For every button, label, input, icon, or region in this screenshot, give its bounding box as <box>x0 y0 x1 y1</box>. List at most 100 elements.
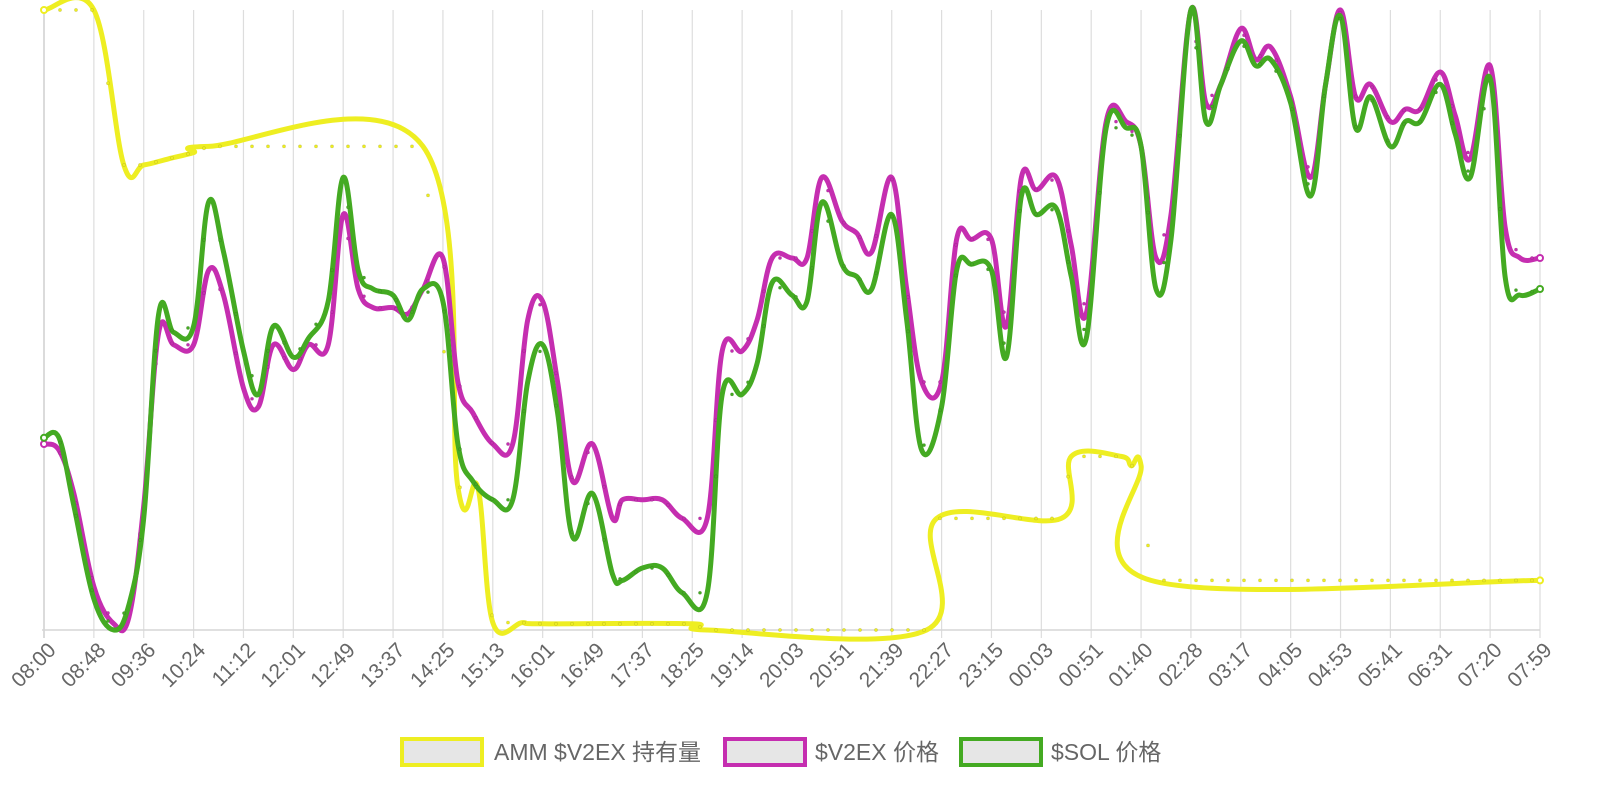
data-point[interactable] <box>1434 78 1438 82</box>
data-point[interactable] <box>1450 121 1454 126</box>
data-point[interactable] <box>698 516 702 521</box>
data-point[interactable] <box>1434 578 1438 583</box>
data-point[interactable] <box>1536 285 1544 293</box>
data-point[interactable] <box>106 611 110 615</box>
data-point[interactable] <box>1354 124 1358 129</box>
data-point[interactable] <box>666 573 670 577</box>
data-point[interactable] <box>1338 578 1342 583</box>
data-point[interactable] <box>730 392 734 397</box>
data-point[interactable] <box>1114 125 1118 130</box>
data-point[interactable] <box>954 273 958 278</box>
data-point[interactable] <box>1018 209 1022 213</box>
data-point[interactable] <box>40 6 48 14</box>
data-point[interactable] <box>938 380 942 384</box>
data-point[interactable] <box>650 497 654 502</box>
data-point[interactable] <box>314 342 318 347</box>
data-point[interactable] <box>1402 578 1406 583</box>
data-point[interactable] <box>346 205 350 210</box>
data-point[interactable] <box>1002 516 1006 521</box>
data-point[interactable] <box>1258 578 1262 583</box>
data-point[interactable] <box>1402 108 1406 113</box>
data-point[interactable] <box>714 628 718 632</box>
data-point[interactable] <box>314 322 318 327</box>
data-point[interactable] <box>554 403 558 408</box>
data-point[interactable] <box>538 621 542 626</box>
data-point[interactable] <box>970 237 974 242</box>
data-point[interactable] <box>250 373 254 378</box>
data-point[interactable] <box>122 611 126 616</box>
data-point[interactable] <box>1130 133 1134 138</box>
data-point[interactable] <box>618 502 622 507</box>
data-point[interactable] <box>1306 181 1310 186</box>
data-point[interactable] <box>394 298 398 302</box>
data-point[interactable] <box>1466 150 1470 155</box>
data-point[interactable] <box>1018 516 1022 521</box>
data-point[interactable] <box>890 628 894 632</box>
data-point[interactable] <box>378 305 382 310</box>
data-point[interactable] <box>378 144 382 149</box>
legend-item[interactable]: AMM $V2EX 持有量 <box>400 737 701 767</box>
data-point[interactable] <box>490 497 494 501</box>
data-point[interactable] <box>1242 33 1246 38</box>
data-point[interactable] <box>1290 107 1294 112</box>
data-point[interactable] <box>1082 301 1086 306</box>
data-point[interactable] <box>874 628 878 632</box>
data-point[interactable] <box>1306 578 1310 583</box>
data-point[interactable] <box>58 440 62 445</box>
data-point[interactable] <box>1130 463 1134 468</box>
data-point[interactable] <box>410 144 414 149</box>
data-point[interactable] <box>842 264 846 268</box>
data-point[interactable] <box>90 588 94 593</box>
data-point[interactable] <box>202 238 206 242</box>
data-point[interactable] <box>618 576 622 581</box>
data-point[interactable] <box>202 146 206 151</box>
data-point[interactable] <box>730 349 734 353</box>
data-point[interactable] <box>986 267 990 272</box>
data-point[interactable] <box>810 628 814 632</box>
data-point[interactable] <box>682 516 686 521</box>
data-point[interactable] <box>490 440 494 445</box>
data-point[interactable] <box>858 628 862 632</box>
data-point[interactable] <box>1514 578 1518 583</box>
data-point[interactable] <box>1082 327 1086 332</box>
data-point[interactable] <box>1434 90 1438 95</box>
data-point[interactable] <box>794 628 798 632</box>
data-point[interactable] <box>602 484 606 489</box>
data-point[interactable] <box>666 621 670 626</box>
data-point[interactable] <box>1418 119 1422 124</box>
data-point[interactable] <box>1274 578 1278 583</box>
data-point[interactable] <box>522 348 526 353</box>
data-point[interactable] <box>106 81 110 86</box>
data-point[interactable] <box>938 408 942 413</box>
data-point[interactable] <box>1370 98 1374 103</box>
data-point[interactable] <box>858 277 862 282</box>
data-point[interactable] <box>1178 578 1182 583</box>
data-point[interactable] <box>1162 578 1166 583</box>
data-point[interactable] <box>234 144 238 149</box>
data-point[interactable] <box>1050 178 1054 182</box>
data-point[interactable] <box>874 271 878 276</box>
data-point[interactable] <box>106 619 110 623</box>
data-point[interactable] <box>346 236 350 241</box>
data-point[interactable] <box>1514 247 1518 252</box>
data-point[interactable] <box>762 324 766 329</box>
data-point[interactable] <box>138 163 142 167</box>
data-point[interactable] <box>586 450 590 455</box>
data-point[interactable] <box>330 310 334 314</box>
data-point[interactable] <box>282 340 286 345</box>
data-point[interactable] <box>1002 310 1006 315</box>
data-point[interactable] <box>682 590 686 595</box>
data-point[interactable] <box>1210 104 1214 109</box>
data-point[interactable] <box>346 144 350 149</box>
data-point[interactable] <box>778 285 782 290</box>
data-point[interactable] <box>1098 190 1102 195</box>
data-point[interactable] <box>1530 256 1534 260</box>
data-point[interactable] <box>1162 260 1166 265</box>
data-point[interactable] <box>1530 578 1534 583</box>
data-point[interactable] <box>586 501 590 506</box>
data-point[interactable] <box>922 628 926 632</box>
data-point[interactable] <box>842 628 846 632</box>
data-point[interactable] <box>1274 69 1278 73</box>
data-point[interactable] <box>1514 288 1518 293</box>
data-point[interactable] <box>1322 94 1326 99</box>
